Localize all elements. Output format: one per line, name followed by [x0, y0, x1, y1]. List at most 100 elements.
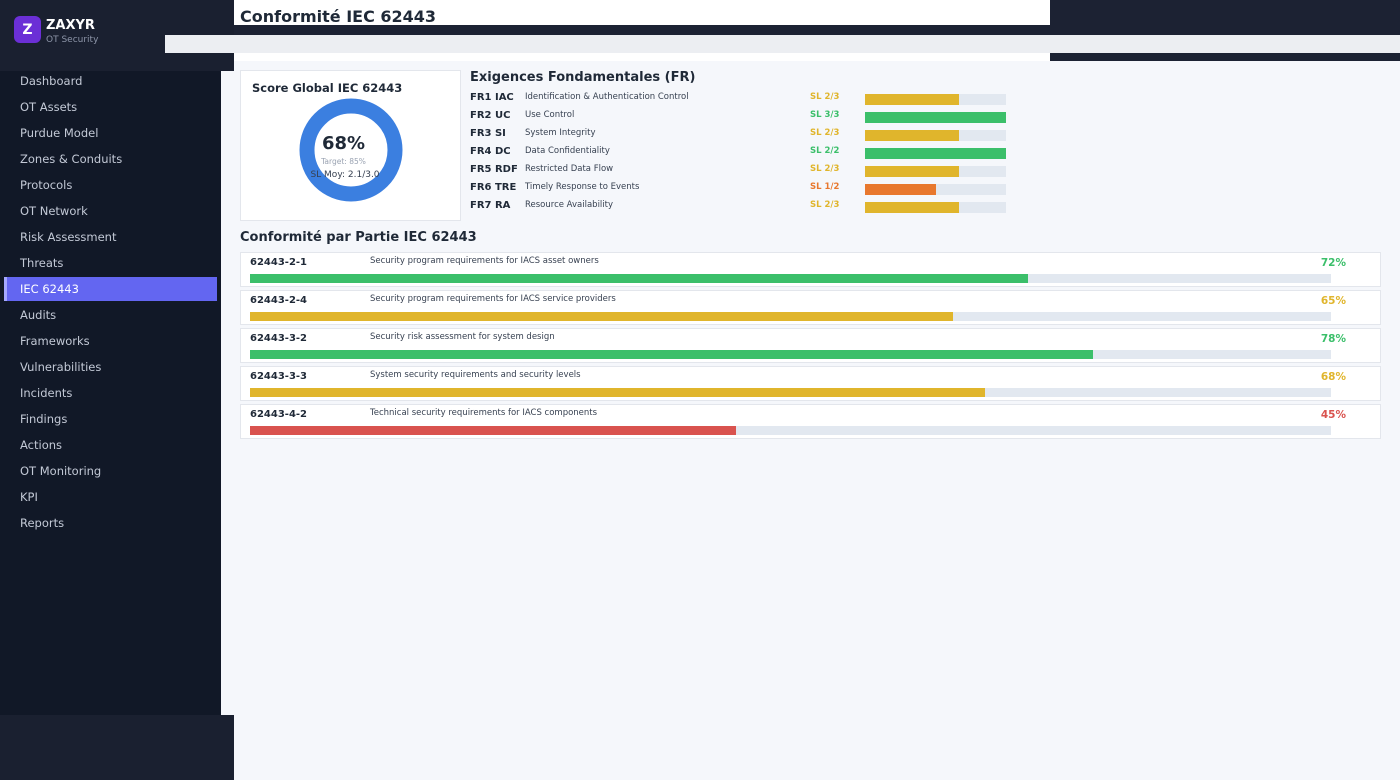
fr-track	[865, 130, 1006, 141]
part-bar	[250, 350, 1094, 359]
fr-track	[865, 184, 1006, 195]
fr-title: Exigences Fondamentales (FR)	[470, 70, 696, 85]
fr-track	[865, 202, 1006, 213]
fr-sl: SL 1/2	[810, 182, 840, 192]
part-bar	[250, 426, 737, 435]
toolbar-stripe	[165, 35, 1400, 53]
fr-code: FR3 SI	[470, 128, 506, 139]
logo-icon: Z	[14, 16, 41, 43]
fr-code: FR7 RA	[470, 200, 511, 211]
part-track	[250, 388, 1331, 397]
fr-sl: SL 2/3	[810, 92, 840, 102]
fr-bar	[865, 202, 959, 213]
nav-item[interactable]: Purdue Model	[20, 126, 99, 140]
part-percent: 65%	[1320, 295, 1346, 307]
nav-item[interactable]: Incidents	[20, 386, 73, 400]
nav-item[interactable]: Actions	[20, 438, 63, 452]
header: Conformité IEC 62443	[234, 0, 1050, 26]
part-card: 62443-4-2 Technical security requirements…	[240, 404, 1381, 439]
card-title: Score Global IEC 62443	[252, 81, 403, 95]
ring	[299, 98, 403, 202]
sl-average: SL Moy: 2.1/3.0	[310, 170, 380, 180]
part-track	[250, 312, 1331, 321]
part-card: 62443-2-1 Security program requirements f…	[240, 252, 1381, 287]
nav-item[interactable]: OT Assets	[20, 100, 78, 114]
part-bar	[250, 312, 953, 321]
nav-item[interactable]: Audits	[20, 308, 57, 322]
part-bar	[250, 388, 986, 397]
part-id: 62443-2-1	[250, 257, 308, 268]
fr-track	[865, 148, 1006, 159]
nav-item[interactable]: Zones & Conduits	[20, 152, 123, 166]
part-track	[250, 350, 1331, 359]
nav-item[interactable]: KPI	[20, 490, 38, 504]
part-id: 62443-2-4	[250, 295, 308, 306]
part-description: Security risk assessment for system desi…	[370, 332, 555, 342]
fr-track	[865, 94, 1006, 105]
brand: ZAXYR	[46, 18, 95, 33]
nav-item[interactable]: IEC 62443	[20, 282, 79, 296]
part-track	[250, 274, 1331, 283]
fr-sl: SL 2/3	[810, 128, 840, 138]
fr-track	[865, 112, 1006, 123]
brand-subtitle: OT Security	[46, 35, 99, 45]
nav-item[interactable]: Frameworks	[20, 334, 90, 348]
fr-sl: SL 3/3	[810, 110, 840, 120]
parts-title: Conformité par Partie IEC 62443	[240, 230, 477, 245]
nav-item[interactable]: Threats	[20, 256, 64, 270]
fr-sl: SL 2/3	[810, 200, 840, 210]
fr-name: System Integrity	[525, 128, 596, 138]
part-id: 62443-4-2	[250, 409, 308, 420]
part-description: System security requirements and securit…	[370, 370, 581, 380]
part-track	[250, 426, 1331, 435]
fr-code: FR1 IAC	[470, 92, 514, 103]
fr-name: Restricted Data Flow	[525, 164, 614, 174]
part-id: 62443-3-3	[250, 371, 308, 382]
page-title: Conformité IEC 62443	[240, 7, 437, 26]
part-percent: 72%	[1320, 257, 1346, 269]
part-percent: 68%	[1320, 371, 1346, 383]
toolbar-stripe	[234, 53, 1050, 61]
nav-item[interactable]: Reports	[20, 516, 65, 530]
nav-item[interactable]: Findings	[20, 412, 68, 426]
fr-bar	[865, 112, 1006, 123]
nav-item[interactable]: Dashboard	[20, 74, 83, 88]
sidebar	[0, 0, 221, 715]
fr-code: FR5 RDF	[470, 164, 518, 175]
part-percent: 45%	[1320, 409, 1346, 421]
fr-bar	[865, 166, 959, 177]
score: 68%	[321, 133, 366, 154]
fr-code: FR4 DC	[470, 146, 511, 157]
fr-bar	[865, 130, 959, 141]
nav-item[interactable]: OT Monitoring	[20, 464, 102, 478]
part-description: Technical security requirements for IACS…	[370, 408, 598, 418]
nav-item[interactable]: Vulnerabilities	[20, 360, 102, 374]
fr-name: Identification & Authentication Control	[525, 92, 689, 102]
part-card: 62443-3-2 Security risk assessment for sy…	[240, 328, 1381, 363]
fr-name: Resource Availability	[525, 200, 614, 210]
fr-bar	[865, 94, 959, 105]
score-ring	[299, 98, 403, 202]
part-id: 62443-3-2	[250, 333, 308, 344]
fr-sl: SL 2/3	[810, 164, 840, 174]
nav-item[interactable]: OT Network	[20, 204, 88, 218]
part-description: Security program requirements for IACS s…	[370, 294, 616, 304]
fr-name: Use Control	[525, 110, 575, 120]
fr-sl: SL 2/2	[810, 146, 840, 156]
target: Target: 85%	[321, 157, 366, 166]
nav-item[interactable]: Protocols	[20, 178, 73, 192]
part-percent: 78%	[1320, 333, 1346, 345]
score-card: Score Global IEC 62443 68% Target: 85% S…	[240, 70, 461, 221]
fr-name: Data Confidentiality	[525, 146, 610, 156]
part-card: 62443-3-3 System security requirements an…	[240, 366, 1381, 401]
nav-active	[4, 277, 217, 301]
fr-name: Timely Response to Events	[525, 182, 640, 192]
part-description: Security program requirements for IACS a…	[370, 256, 599, 266]
fr-track	[865, 166, 1006, 177]
fr-code: FR2 UC	[470, 110, 511, 121]
nav-item[interactable]: Risk Assessment	[20, 230, 117, 244]
fr-code: FR6 TRE	[470, 182, 517, 193]
sidebar-footer	[0, 715, 234, 780]
